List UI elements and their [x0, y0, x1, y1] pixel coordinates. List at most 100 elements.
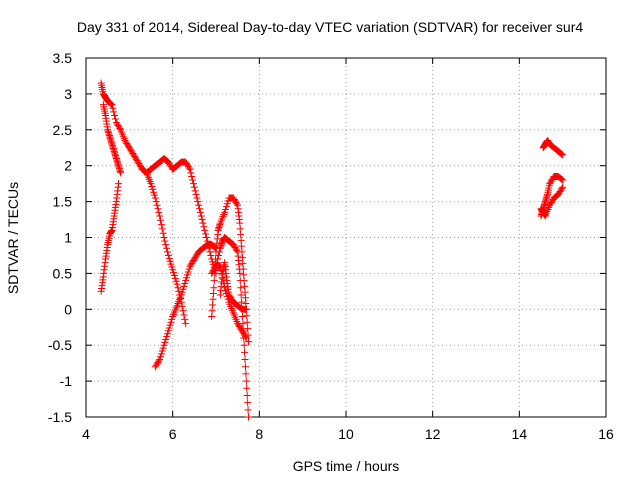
data-point [232, 245, 240, 253]
y-tick-label: 3.5 [53, 50, 73, 66]
data-point [166, 257, 174, 265]
x-tick-label: 8 [255, 426, 263, 442]
data-point [235, 323, 243, 331]
data-point [548, 197, 556, 205]
data-point [212, 262, 220, 270]
data-point [180, 282, 188, 290]
data-point [174, 284, 182, 292]
data-point [149, 185, 157, 193]
data-point [547, 198, 555, 206]
data-point [233, 246, 241, 254]
data-point [181, 315, 189, 323]
data-point [168, 263, 176, 271]
data-point [559, 176, 567, 184]
data-point [193, 194, 201, 202]
data-point [121, 137, 129, 145]
data-point [178, 288, 186, 296]
data-point [244, 325, 252, 333]
data-point [134, 158, 142, 166]
y-tick-label: 0.5 [53, 265, 73, 281]
data-point [226, 292, 234, 300]
data-point [559, 151, 567, 159]
data-point [136, 161, 144, 169]
data-point [171, 274, 179, 282]
data-point [163, 244, 171, 252]
data-point [157, 216, 165, 224]
grid [86, 58, 606, 417]
data-point [192, 190, 200, 198]
data-point [225, 291, 233, 299]
data-point [153, 201, 161, 209]
y-tick-label: -0.5 [48, 337, 72, 353]
x-axis-label: GPS time / hours [293, 458, 400, 474]
data-point [200, 223, 208, 231]
data-point [182, 158, 190, 166]
data-point [107, 100, 115, 108]
data-point [109, 104, 117, 112]
data-point [213, 259, 221, 267]
data-point [555, 189, 563, 197]
data-point [202, 234, 210, 241]
data-point [154, 205, 162, 213]
data-point [559, 183, 567, 191]
series-track-e [143, 169, 190, 328]
data-point [170, 269, 178, 277]
series-track-f [151, 241, 220, 371]
data-point [114, 121, 122, 129]
data-point [170, 272, 178, 280]
data-point [182, 277, 190, 285]
data-point [241, 331, 249, 339]
data-point [155, 208, 163, 216]
data-point [233, 200, 241, 208]
data-point [180, 311, 188, 319]
data-point [160, 234, 168, 241]
data-point [160, 341, 168, 349]
ticks: 4 6 8 10 12 14 16 -1.5 -1 -0.5 0 0.5 1 1.5 2 2.5 3 3.5 [48, 50, 614, 442]
data-point [148, 183, 156, 191]
data-point [192, 252, 200, 260]
data-point [159, 344, 167, 352]
data-point [210, 284, 218, 292]
data-point [131, 154, 139, 162]
x-tick-label: 14 [512, 426, 528, 442]
data-point [241, 363, 249, 371]
data-point [191, 254, 199, 262]
data-point [223, 200, 231, 208]
data-point [241, 348, 249, 356]
data-point [557, 175, 565, 183]
data-point [166, 321, 174, 329]
data-point [242, 370, 250, 378]
data-point [184, 268, 192, 276]
data-point [199, 219, 207, 227]
data-point [209, 258, 217, 266]
data-point [127, 147, 135, 155]
data-point [163, 330, 171, 338]
series-track-a [97, 79, 146, 173]
data-point [124, 142, 132, 150]
data-point [244, 399, 252, 407]
data-point [182, 320, 190, 328]
data-point [185, 265, 193, 273]
data-point [196, 205, 204, 213]
data-point [236, 269, 244, 277]
data-point [129, 149, 137, 157]
data-point [137, 162, 145, 170]
data-point [547, 177, 555, 185]
data-point [231, 244, 239, 252]
data-point [243, 391, 251, 399]
data-point [124, 141, 132, 149]
data-point [157, 350, 165, 358]
data-point [198, 216, 206, 224]
data-point [111, 115, 119, 123]
data-point [222, 205, 230, 213]
data-point [156, 356, 164, 364]
data-point [188, 259, 196, 267]
data-point [156, 212, 164, 220]
data-point [230, 242, 238, 250]
data-point [194, 198, 202, 206]
data-point [183, 271, 191, 279]
plot-frame [85, 57, 607, 418]
data-point [186, 165, 194, 173]
data-point [125, 144, 133, 152]
